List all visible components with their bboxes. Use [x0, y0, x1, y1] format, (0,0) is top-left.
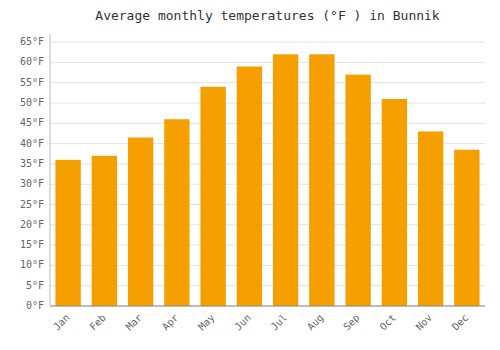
y-tick-label: 5°F: [26, 280, 44, 291]
chart: Average monthly temperatures (°F ) in Bu…: [0, 0, 500, 350]
bar: [309, 54, 334, 306]
bar: [164, 119, 189, 306]
title: Average monthly temperatures (°F ) in Bu…: [95, 8, 440, 23]
bar: [237, 66, 262, 306]
y-tick-label: 65°F: [20, 36, 44, 47]
x-tick-label: Aug: [305, 312, 326, 333]
x-tick-label: Dec: [450, 312, 471, 333]
x-tick-label: Apr: [160, 312, 181, 333]
bar: [92, 156, 117, 306]
bar: [418, 131, 443, 306]
x-tick-label: Mar: [124, 312, 145, 333]
grid-line: [50, 82, 485, 83]
y-axis-line: [50, 34, 51, 306]
x-tick-label: Oct: [377, 312, 398, 333]
y-tick-label: 45°F: [20, 117, 44, 128]
x-tick-label: Sep: [341, 312, 362, 333]
y-tick-label: 25°F: [20, 199, 44, 210]
y-tick-label: 30°F: [20, 178, 44, 189]
y-tick-label: 40°F: [20, 138, 44, 149]
page: {"chart_data": {"type": "bar", "title": …: [0, 0, 500, 350]
grid-line: [50, 123, 485, 124]
x-tick-label: Jul: [269, 312, 290, 333]
y-tick-label: 0°F: [26, 300, 44, 311]
bar: [128, 138, 153, 306]
bar: [273, 54, 298, 306]
x-axis: Jan Feb Mar Apr May Jun Jul Aug Sep Oct Nov Dec: [51, 312, 470, 333]
bar: [454, 150, 479, 306]
bar: [345, 75, 370, 306]
y-tick-label: 50°F: [20, 97, 44, 108]
grid-line: [50, 306, 485, 307]
y-tick-label: 20°F: [20, 219, 44, 230]
x-tick-label: Jan: [51, 312, 72, 333]
x-tick-label: Jun: [232, 312, 253, 333]
y-axis: 0°F 5°F 10°F 15°F 20°F 25°F 30°F 35°F 40°F 45°F 50…: [20, 36, 44, 311]
y-tick-label: 15°F: [20, 239, 44, 250]
grid-line: [50, 103, 485, 104]
x-tick-label: May: [196, 312, 217, 333]
grid-line: [50, 62, 485, 63]
bar: [55, 160, 80, 306]
x-tick-label: Nov: [414, 312, 435, 333]
y-tick-label: 35°F: [20, 158, 44, 169]
y-tick-label: 55°F: [20, 77, 44, 88]
bars: [55, 54, 479, 306]
grid-line: [50, 42, 485, 43]
grid: [50, 42, 485, 306]
bar: [200, 87, 225, 306]
x-axis-line: [50, 306, 485, 307]
x-tick-label: Feb: [87, 312, 108, 333]
y-tick-label: 60°F: [20, 56, 44, 67]
y-tick-label: 10°F: [20, 259, 44, 270]
bar: [382, 99, 407, 306]
